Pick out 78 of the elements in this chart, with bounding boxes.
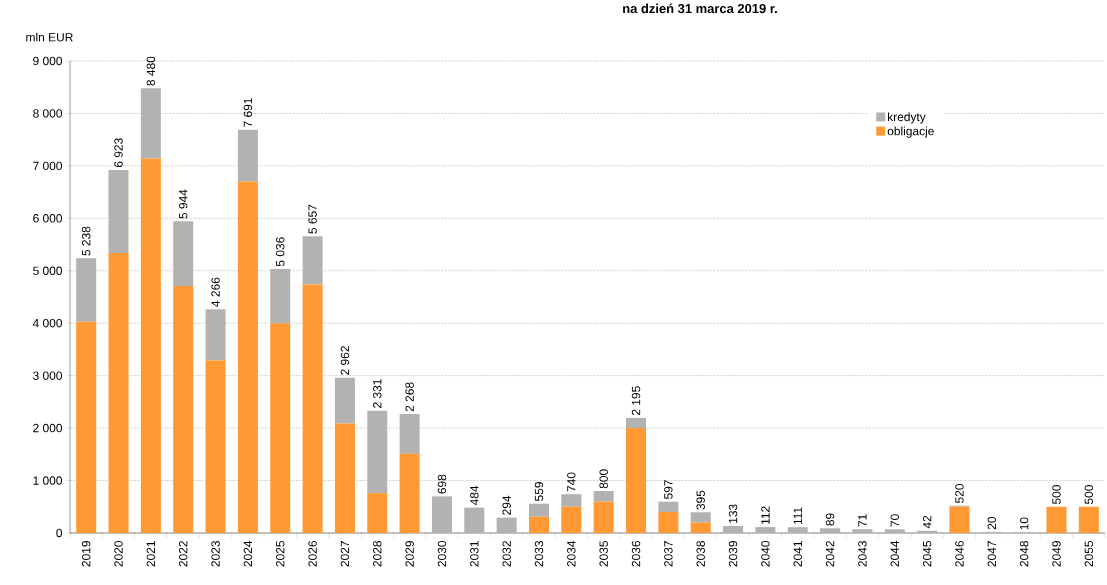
x-tick-label: 2035 <box>599 541 608 567</box>
total-label: 800 <box>599 469 608 489</box>
x-tick-label: 2033 <box>534 541 544 567</box>
x-tick-label: 2037 <box>664 541 673 567</box>
x-tick-label: 2036 <box>631 541 641 567</box>
total-label: 2 268 <box>405 382 414 412</box>
x-tick-label: 2040 <box>761 540 770 567</box>
y-tick-label: 4 000 <box>32 318 63 328</box>
total-label: 89 <box>825 513 835 526</box>
x-tick-label: 2042 <box>825 541 835 567</box>
x-tick-label: 2034 <box>567 540 576 567</box>
total-label: 5 944 <box>178 189 188 219</box>
y-tick-label: 9 000 <box>33 56 63 66</box>
total-label: 2 962 <box>340 346 350 375</box>
total-label: 500 <box>1084 485 1094 505</box>
total-label: 484 <box>470 485 479 506</box>
x-tick-label: 2043 <box>858 541 867 567</box>
total-label: 133 <box>728 504 738 523</box>
x-tick-label: 2044 <box>890 540 899 567</box>
total-label: 112 <box>761 506 770 525</box>
x-tick-label: 2030 <box>437 540 447 567</box>
total-label: 2 331 <box>373 379 382 408</box>
x-tick-label: 2024 <box>243 540 253 567</box>
total-label: 71 <box>858 514 867 527</box>
total-label: 559 <box>534 482 544 501</box>
total-label: 42 <box>922 515 932 529</box>
x-tick-label: 2032 <box>502 541 511 567</box>
x-tick-label: 2029 <box>405 541 414 567</box>
total-label: 395 <box>696 490 705 510</box>
chart-title: na dzień 31 marca 2019 r. <box>623 3 777 14</box>
total-label: 5 238 <box>81 226 91 256</box>
y-tick-label: 0 <box>56 528 63 538</box>
total-label: 597 <box>664 480 673 499</box>
total-label: 20 <box>987 516 997 530</box>
x-tick-label: 2026 <box>308 541 317 567</box>
x-tick-label: 2049 <box>1052 541 1061 567</box>
x-tick-label: 2028 <box>373 541 382 567</box>
total-label: 2 195 <box>631 386 641 416</box>
y-tick-label: 7 000 <box>33 161 63 171</box>
x-tick-label: 2038 <box>696 541 705 567</box>
x-tick-label: 2045 <box>922 541 932 567</box>
total-label: 5 657 <box>308 204 317 234</box>
x-tick-label: 2041 <box>793 541 802 567</box>
total-label: 4 266 <box>211 277 220 307</box>
total-label: 5 036 <box>276 237 285 267</box>
x-tick-label: 2021 <box>146 541 156 567</box>
total-label: 70 <box>890 514 899 527</box>
total-label: 698 <box>437 474 447 494</box>
total-label: 7 691 <box>243 98 253 127</box>
legend-label: kredyty <box>888 112 926 124</box>
y-tick-label: 5 000 <box>33 266 63 275</box>
total-label: 520 <box>955 484 964 504</box>
y-tick-label: 3 000 <box>33 371 63 380</box>
x-tick-label: 2048 <box>1019 541 1029 567</box>
y-tick-label: 1 000 <box>33 476 63 485</box>
x-tick-label: 2023 <box>211 541 220 567</box>
x-tick-label: 2039 <box>728 541 738 567</box>
x-tick-label: 2046 <box>955 541 964 567</box>
x-tick-label: 2019 <box>81 541 91 567</box>
y-axis-title: mln EUR <box>26 32 73 42</box>
y-tick-label: 8 000 <box>33 109 63 118</box>
total-label: 6 923 <box>114 138 123 168</box>
total-label: 111 <box>793 507 802 525</box>
y-tick-label: 2 000 <box>33 423 63 433</box>
x-tick-label: 2022 <box>178 541 188 567</box>
total-label: 8 480 <box>146 56 156 86</box>
x-tick-label: 2020 <box>114 540 123 567</box>
total-label: 10 <box>1019 517 1029 530</box>
total-label: 740 <box>567 472 576 492</box>
x-tick-label: 2031 <box>470 541 479 567</box>
x-tick-label: 2027 <box>340 541 350 567</box>
y-tick-label: 6 000 <box>33 214 63 223</box>
legend-label: obligacje <box>887 126 934 138</box>
x-tick-label: 2055 <box>1084 541 1094 567</box>
total-label: 294 <box>502 495 511 515</box>
x-tick-label: 2047 <box>987 541 997 567</box>
x-tick-label: 2025 <box>276 541 285 567</box>
total-label: 500 <box>1052 485 1061 505</box>
